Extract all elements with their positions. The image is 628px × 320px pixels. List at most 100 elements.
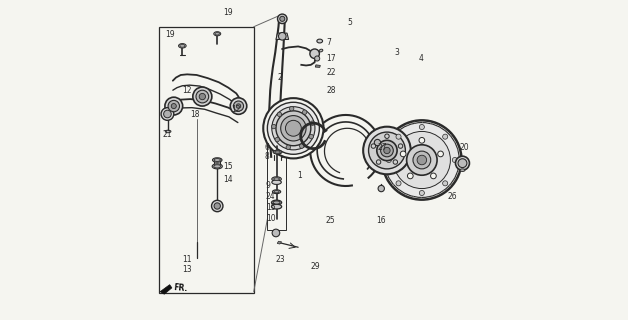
Circle shape (303, 110, 307, 114)
Circle shape (278, 32, 286, 40)
Circle shape (384, 123, 459, 197)
Ellipse shape (180, 44, 185, 47)
Ellipse shape (271, 200, 281, 205)
Text: 1: 1 (298, 172, 302, 180)
Ellipse shape (214, 32, 220, 36)
Circle shape (382, 120, 462, 200)
Circle shape (290, 107, 294, 111)
Text: 8: 8 (265, 152, 269, 161)
Circle shape (230, 98, 247, 114)
Text: 24: 24 (266, 192, 276, 201)
Circle shape (286, 120, 301, 136)
Circle shape (417, 155, 426, 165)
Circle shape (193, 87, 212, 106)
Ellipse shape (274, 178, 279, 180)
Text: 17: 17 (327, 54, 337, 63)
Circle shape (384, 147, 390, 154)
Circle shape (275, 137, 279, 142)
Circle shape (272, 107, 315, 150)
Text: 11: 11 (182, 255, 192, 264)
Ellipse shape (272, 180, 281, 184)
Ellipse shape (274, 191, 279, 193)
Text: 21: 21 (163, 130, 172, 139)
Text: 23: 23 (276, 255, 286, 264)
Circle shape (234, 101, 244, 111)
Ellipse shape (273, 190, 281, 194)
Text: 10: 10 (266, 214, 276, 223)
Circle shape (309, 134, 313, 139)
Circle shape (271, 124, 276, 129)
Text: 28: 28 (327, 86, 336, 95)
Ellipse shape (212, 164, 222, 169)
Text: 16: 16 (376, 216, 386, 225)
Text: 5: 5 (347, 18, 352, 27)
Circle shape (376, 160, 381, 164)
Circle shape (276, 111, 311, 146)
Circle shape (443, 134, 448, 139)
Text: 13: 13 (182, 265, 192, 274)
Text: 2: 2 (278, 73, 282, 82)
Text: 26: 26 (447, 192, 457, 201)
Polygon shape (160, 285, 172, 294)
Circle shape (236, 104, 241, 108)
Circle shape (408, 173, 413, 179)
Text: 6: 6 (265, 143, 269, 152)
Circle shape (381, 144, 393, 157)
Bar (158, 27, 254, 293)
Circle shape (161, 108, 174, 120)
Circle shape (385, 134, 389, 139)
Ellipse shape (272, 177, 281, 181)
Circle shape (263, 98, 323, 158)
Circle shape (214, 203, 220, 209)
Circle shape (300, 144, 304, 148)
Circle shape (455, 156, 470, 170)
Text: 7: 7 (327, 38, 332, 47)
Circle shape (419, 138, 425, 143)
Ellipse shape (178, 44, 186, 48)
Text: 19: 19 (166, 30, 175, 39)
Circle shape (438, 151, 443, 157)
Circle shape (278, 14, 287, 24)
Circle shape (277, 112, 282, 116)
Polygon shape (276, 33, 289, 39)
Circle shape (452, 157, 457, 163)
Text: 25: 25 (325, 216, 335, 225)
Circle shape (458, 159, 467, 168)
Ellipse shape (214, 159, 220, 161)
Text: 14: 14 (224, 174, 233, 184)
Circle shape (315, 56, 320, 61)
Text: FR.: FR. (173, 284, 188, 293)
Circle shape (374, 140, 381, 146)
Circle shape (310, 121, 315, 125)
Circle shape (268, 102, 320, 154)
Circle shape (171, 104, 176, 108)
Circle shape (212, 200, 223, 212)
Ellipse shape (319, 49, 323, 52)
Circle shape (413, 151, 431, 169)
Text: 27: 27 (377, 143, 387, 152)
Circle shape (443, 181, 448, 186)
Ellipse shape (165, 130, 171, 133)
Circle shape (168, 100, 180, 112)
Text: 15: 15 (224, 162, 233, 171)
Ellipse shape (271, 204, 281, 209)
Ellipse shape (214, 165, 220, 168)
Text: 20: 20 (460, 143, 470, 152)
Text: 19: 19 (224, 8, 233, 17)
Circle shape (199, 93, 205, 100)
Circle shape (398, 144, 403, 148)
Circle shape (386, 157, 391, 163)
Circle shape (420, 190, 425, 196)
Circle shape (369, 132, 405, 169)
Text: 12: 12 (232, 105, 241, 114)
Circle shape (281, 116, 306, 141)
Ellipse shape (274, 151, 280, 153)
Text: 22: 22 (327, 68, 336, 77)
Circle shape (396, 134, 401, 139)
Circle shape (396, 181, 401, 186)
Circle shape (272, 229, 279, 237)
Circle shape (393, 132, 450, 188)
Polygon shape (277, 241, 281, 244)
Circle shape (393, 160, 398, 164)
Circle shape (286, 145, 291, 149)
